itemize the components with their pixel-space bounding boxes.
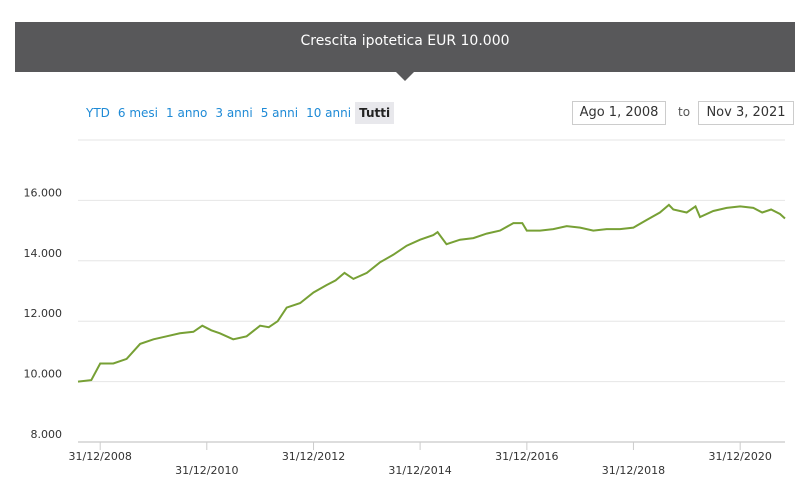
- x-tick-label: 31/12/2010: [175, 464, 238, 477]
- data-line: [77, 203, 786, 383]
- x-tick-label: 31/12/2018: [602, 464, 665, 477]
- y-tick-label: 16.000: [24, 186, 63, 199]
- range-buttons: YTD 6 mesi 1 anno 3 anni 5 anni 10 anni Tutti: [82, 102, 395, 124]
- to-date[interactable]: Nov 3, 2021: [698, 101, 794, 125]
- header-pointer: [396, 72, 414, 81]
- header-title: Crescita ipotetica EUR 10.000: [15, 22, 795, 72]
- range-button[interactable]: 3 anni: [215, 106, 253, 120]
- x-tick-label: 31/12/2008: [68, 450, 131, 463]
- range-button[interactable]: 10 anni: [306, 106, 352, 120]
- y-tick-label: 10.000: [24, 368, 63, 381]
- range-button[interactable]: Tutti: [355, 102, 395, 124]
- x-tick-label: 31/12/2012: [282, 450, 345, 463]
- from-date[interactable]: Ago 1, 2008: [572, 101, 666, 125]
- to-label: to: [678, 105, 691, 119]
- y-tick-label: 14.000: [24, 247, 63, 260]
- y-tick-label: 12.000: [24, 307, 63, 320]
- range-button[interactable]: 5 anni: [260, 106, 299, 120]
- x-tick-label: 31/12/2014: [388, 464, 451, 477]
- y-tick-label: 8.000: [31, 428, 63, 441]
- range-button[interactable]: YTD: [86, 106, 110, 120]
- x-tick-label: 31/12/2016: [495, 450, 558, 463]
- range-button[interactable]: 6 mesi: [117, 106, 159, 120]
- x-tick-label: 31/12/2020: [708, 450, 771, 463]
- range-button[interactable]: 1 anno: [166, 106, 208, 120]
